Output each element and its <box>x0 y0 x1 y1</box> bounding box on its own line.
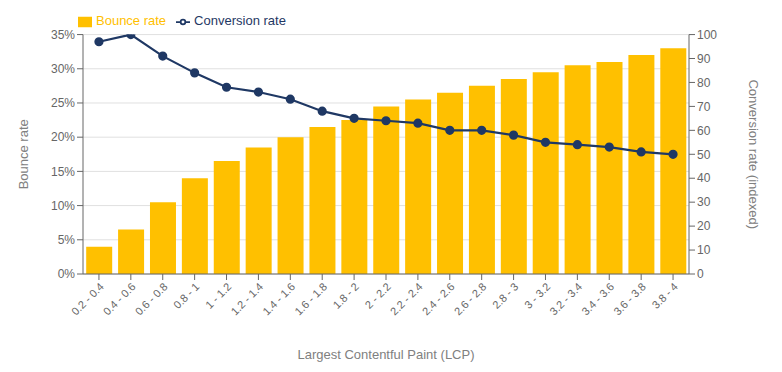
svg-text:30: 30 <box>697 195 711 209</box>
svg-text:0.2 - 0.4: 0.2 - 0.4 <box>69 280 106 317</box>
svg-text:1.4 - 1.6: 1.4 - 1.6 <box>260 280 297 317</box>
svg-text:10: 10 <box>697 243 711 257</box>
svg-text:2.2 - 2.4: 2.2 - 2.4 <box>388 280 425 317</box>
svg-text:100: 100 <box>697 28 717 42</box>
svg-text:3 - 3.2: 3 - 3.2 <box>522 280 553 311</box>
svg-text:70: 70 <box>697 100 711 114</box>
svg-text:0.4 - 0.6: 0.4 - 0.6 <box>101 280 138 317</box>
svg-text:Bounce rate: Bounce rate <box>16 119 31 189</box>
svg-text:2.6 - 2.8: 2.6 - 2.8 <box>452 280 489 317</box>
svg-text:0.8 - 1: 0.8 - 1 <box>171 280 202 311</box>
svg-text:35%: 35% <box>51 28 75 42</box>
svg-text:1.6 - 1.8: 1.6 - 1.8 <box>292 280 329 317</box>
svg-text:1.2 - 1.4: 1.2 - 1.4 <box>228 280 265 317</box>
svg-text:Largest Contentful Paint (LCP): Largest Contentful Paint (LCP) <box>297 347 474 362</box>
html-text:Conversion rate: Conversion rate <box>194 13 286 28</box>
svg-text:20%: 20% <box>51 130 75 144</box>
svg-text:80: 80 <box>697 76 711 90</box>
svg-text:2 - 2.2: 2 - 2.2 <box>362 280 393 311</box>
svg-text:1 - 1.2: 1 - 1.2 <box>203 280 234 311</box>
svg-text:3.6 - 3.8: 3.6 - 3.8 <box>611 280 648 317</box>
svg-text:0%: 0% <box>58 267 76 281</box>
svg-text:50: 50 <box>697 148 711 162</box>
svg-text:60: 60 <box>697 124 711 138</box>
svg-text:3.8 - 4: 3.8 - 4 <box>649 280 680 311</box>
svg-text:25%: 25% <box>51 96 75 110</box>
svg-text:15%: 15% <box>51 165 75 179</box>
svg-text:3.4 - 3.6: 3.4 - 3.6 <box>579 280 616 317</box>
svg-text:2.4 - 2.6: 2.4 - 2.6 <box>420 280 457 317</box>
svg-text:20: 20 <box>697 219 711 233</box>
svg-text:3.2 - 3.4: 3.2 - 3.4 <box>547 280 584 317</box>
svg-text:Conversion rate (indexed): Conversion rate (indexed) <box>746 79 761 229</box>
svg-text:30%: 30% <box>51 62 75 76</box>
svg-text:1.8 - 2: 1.8 - 2 <box>331 280 362 311</box>
svg-text:90: 90 <box>697 52 711 66</box>
html-text:Bounce rate: Bounce rate <box>96 13 167 28</box>
svg-text:0: 0 <box>697 267 704 281</box>
svg-text:0.6 - 0.8: 0.6 - 0.8 <box>133 280 170 317</box>
svg-text:10%: 10% <box>51 199 75 213</box>
svg-text:2.8 - 3: 2.8 - 3 <box>490 280 521 311</box>
svg-text:40: 40 <box>697 171 711 185</box>
svg-text:5%: 5% <box>58 233 76 247</box>
